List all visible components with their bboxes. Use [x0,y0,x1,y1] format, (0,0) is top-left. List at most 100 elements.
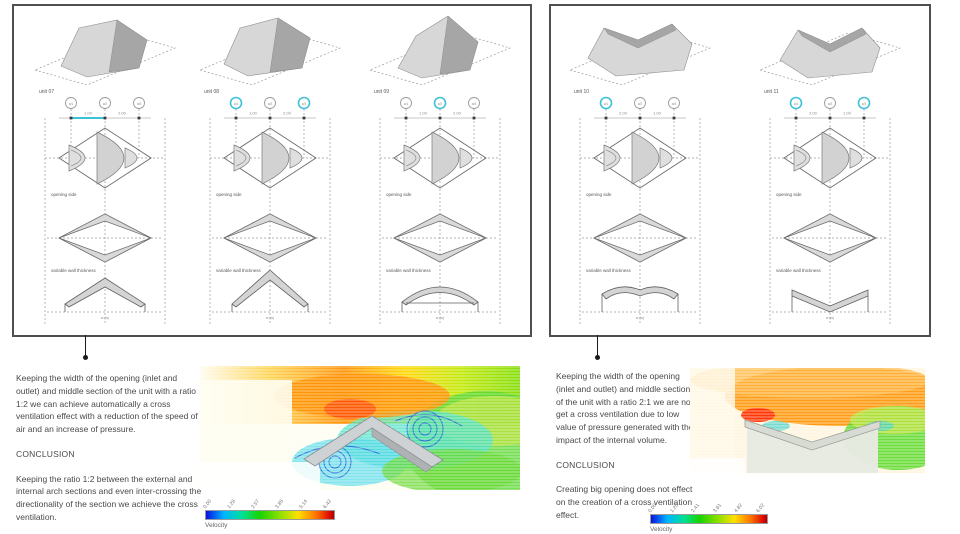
svg-text:w2: w2 [103,102,107,106]
leader-line-right [595,335,600,360]
opening-markers: w1 w2 w3 1.00 2.00 [394,96,486,120]
svg-text:w1: w1 [69,102,73,106]
svg-text:1.00: 1.00 [653,111,662,116]
unit-study-column: unit 08 w1 w2 w3 1.00 2.00 opening side variabl… [190,6,350,330]
variable-wall-thickness-label: variable wall thickness [586,268,632,273]
legend-tick-label: 6.42 [322,498,333,510]
unit-diagram: unit 11 w1 w2 w3 2.00 1.00 opening side variabl… [758,27,902,324]
study-panel-ratio-1-2: unit 07 w1 w2 w3 1.00 2.00 opening side variabl… [12,4,532,337]
svg-text:w2: w2 [438,102,442,106]
plan-diagram [783,127,877,189]
opening-side-label: opening side [51,192,77,197]
section-profile [401,286,479,312]
legend-ticks: 0.00 1.20 2.41 3.61 4.82 6.02 [647,500,768,514]
analysis-note-left: Keeping the width of the opening (inlet … [16,372,202,534]
leader-dot [595,355,600,360]
leader-line-left [83,335,88,360]
velocity-legend-left: 0.00 1.28 2.57 3.85 5.14 6.42 Velocity [202,496,335,529]
unit-label: unit 11 [764,89,779,95]
variable-wall-thickness-label: variable wall thickness [51,268,97,273]
width-mark-label: w (w) [636,316,644,320]
opening-node [133,97,145,109]
opening-node-highlighted [599,96,613,110]
legend-tick-label: 6.02 [755,502,766,514]
svg-text:2.00: 2.00 [283,111,292,116]
opening-node [468,97,480,109]
wall-thickness-diagram [783,213,877,263]
axon-3d-form [198,17,342,86]
note-paragraph: Keeping the ratio 1:2 between the extern… [16,473,202,522]
leader-dot [83,355,88,360]
axon-3d-form [368,15,512,86]
legend-tick-label: 1.20 [668,502,680,514]
unit-label: unit 09 [374,89,389,95]
svg-text:w2: w2 [828,102,832,106]
opening-markers: w1 w2 w3 1.00 2.00 [59,97,151,120]
legend-ticks: 0.00 1.28 2.57 3.85 5.14 6.42 [202,496,335,510]
width-mark-label: w (w) [826,316,834,320]
plan-diagram [223,127,317,189]
svg-text:w3: w3 [472,102,476,106]
unit-study-column: unit 10 w1 w2 w3 2.00 1.00 opening side variabl… [560,6,720,330]
legend-tick-label: 4.82 [733,502,745,514]
svg-text:w1: w1 [604,102,608,106]
width-mark-label: w (w) [436,316,444,320]
conclusion-heading: CONCLUSION [16,448,75,459]
note-paragraph: Keeping the width of the opening (inlet … [556,371,694,445]
variable-wall-thickness-label: variable wall thickness [216,268,262,273]
svg-text:w3: w3 [862,102,866,106]
cfd-velocity-plot-cross-ventilation [200,366,520,490]
svg-text:1.00: 1.00 [419,111,428,116]
legend-tick-label: 3.85 [274,498,285,510]
opening-node-highlighted [297,96,311,110]
wall-thickness-diagram [223,213,317,263]
section-profile [64,277,146,312]
roof-section-model [303,415,444,473]
svg-text:w1: w1 [404,102,408,106]
legend-tick-label: 0.00 [202,498,213,510]
opening-node [99,97,111,109]
wall-thickness-diagram [58,213,152,263]
svg-text:w2: w2 [268,102,272,106]
opening-markers: w1 w2 w3 2.00 1.00 [784,96,876,120]
svg-text:w2: w2 [638,102,642,106]
width-mark-label: w (w) [266,316,274,320]
legend-tick-label: 2.41 [690,502,702,514]
unit-study-column: unit 11 w1 w2 w3 2.00 1.00 opening side variabl… [750,6,910,330]
opening-markers: w1 w2 w3 1.00 2.00 [224,96,316,120]
opening-node-highlighted [433,96,447,110]
wall-thickness-diagram [593,213,687,263]
svg-text:2.00: 2.00 [118,111,127,116]
opening-node-highlighted [857,96,871,110]
svg-text:1.00: 1.00 [843,111,852,116]
svg-text:w1: w1 [794,102,798,106]
svg-text:1.00: 1.00 [84,111,93,116]
cfd-velocity-plot-no-ventilation [690,368,925,473]
opening-side-label: opening side [386,192,412,197]
legend-colorbar [205,510,335,520]
svg-text:2.00: 2.00 [453,111,462,116]
unit-study-column: unit 07 w1 w2 w3 1.00 2.00 opening side variabl… [25,6,185,330]
svg-text:2.00: 2.00 [809,111,818,116]
opening-node-highlighted [789,96,803,110]
width-mark-label: w (w) [101,316,109,320]
section-profile [231,269,309,312]
opening-node [400,97,412,109]
unit-diagram: unit 08 w1 w2 w3 1.00 2.00 opening side variabl… [198,17,342,324]
svg-text:w3: w3 [672,102,676,106]
unit-diagram: unit 07 w1 w2 w3 1.00 2.00 opening side variabl… [33,19,177,324]
svg-text:w1: w1 [234,102,238,106]
svg-text:w3: w3 [137,102,141,106]
variable-wall-thickness-label: variable wall thickness [386,268,432,273]
variable-wall-thickness-label: variable wall thickness [776,268,822,273]
note-paragraph: Keeping the width of the opening (inlet … [16,373,198,434]
valley-roof-model [744,419,881,473]
legend-title: Velocity [650,526,673,533]
opening-node [264,97,276,109]
unit-study-column: unit 09 w1 w2 w3 1.00 2.00 opening side variabl… [360,6,520,330]
unit-label: unit 07 [39,89,54,95]
svg-text:w3: w3 [302,102,306,106]
study-panel-ratio-2-1: unit 10 w1 w2 w3 2.00 1.00 opening side variabl… [549,4,931,337]
unit-diagram: unit 10 w1 w2 w3 2.00 1.00 opening side variabl… [568,23,712,324]
